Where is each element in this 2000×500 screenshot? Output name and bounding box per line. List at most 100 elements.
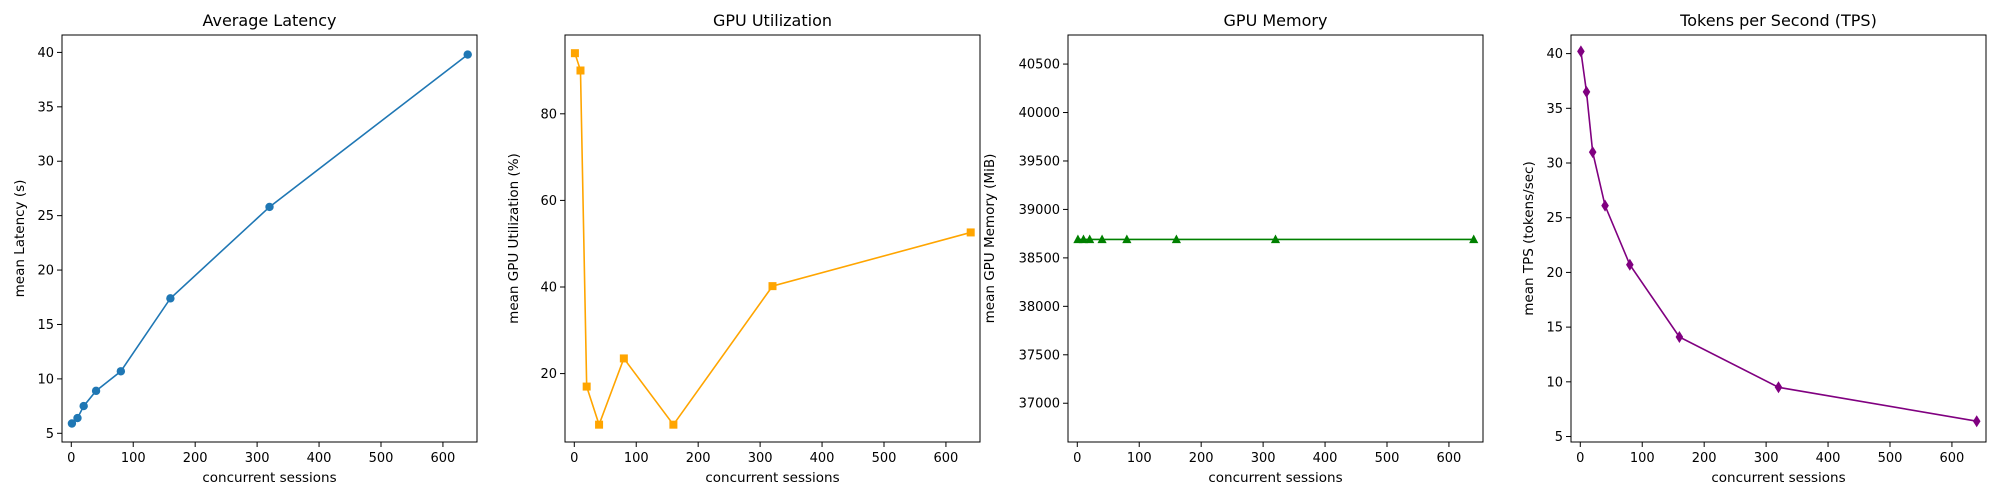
x-tick-label: 200 — [1692, 451, 1717, 466]
x-tick-label: 100 — [624, 451, 649, 466]
x-axis-label: concurrent sessions — [705, 470, 839, 486]
y-tick-label: 15 — [37, 318, 54, 333]
chart-panel-4: Tokens per Second (TPS) 0 100 200 300 400 500 6… — [1521, 11, 1987, 486]
data-point — [1097, 234, 1107, 244]
chart-title: Tokens per Second (TPS) — [1679, 11, 1877, 30]
y-tick-label: 37000 — [1019, 397, 1060, 412]
x-tick-label: 200 — [686, 451, 711, 466]
y-axis-label: mean Latency (s) — [12, 180, 28, 298]
series-line — [1580, 51, 1977, 423]
x-tick-label: 100 — [1127, 451, 1152, 466]
data-point — [1577, 45, 1585, 58]
plot-frame — [564, 34, 981, 443]
x-tick-label: 400 — [810, 451, 835, 466]
x-tick-label: 400 — [1313, 451, 1338, 466]
x-tick-label: 0 — [67, 451, 75, 466]
chart-panel-3: GPU Memory 0 100 200 300 400 500 600 37000 37500 3… — [982, 11, 1484, 486]
data-point — [265, 202, 274, 212]
y-tick-label: 39000 — [1019, 203, 1060, 218]
data-point — [595, 420, 604, 429]
x-tick-label: 500 — [369, 451, 394, 466]
data-point — [1122, 234, 1132, 244]
y-tick-label: 5 — [1555, 430, 1563, 445]
y-tick-label: 25 — [1546, 211, 1563, 226]
data-point — [1085, 234, 1095, 244]
plot-frame — [1570, 34, 1987, 443]
data-point — [669, 420, 678, 429]
x-tick-label: 300 — [748, 451, 773, 466]
y-tick-label: 20 — [540, 367, 557, 382]
data-point — [1972, 415, 1981, 428]
data-point — [1582, 85, 1591, 98]
y-axis-label: mean GPU Memory (MiB) — [982, 154, 998, 324]
data-point — [570, 49, 579, 58]
x-tick-label: 0 — [1576, 451, 1584, 466]
y-tick-label: 40 — [540, 280, 557, 295]
x-axis-label: concurrent sessions — [202, 470, 336, 486]
y-tick-label: 35 — [1546, 102, 1563, 117]
y-tick-label: 5 — [46, 427, 54, 442]
x-tick-label: 300 — [245, 451, 270, 466]
y-tick-label: 20 — [37, 264, 54, 279]
y-axis-label: mean TPS (tokens/sec) — [1521, 161, 1537, 315]
data-point — [79, 401, 88, 411]
chart-title: GPU Memory — [1224, 11, 1328, 30]
data-point — [1270, 234, 1281, 244]
y-tick-label: 38500 — [1019, 251, 1060, 266]
x-tick-label: 300 — [1251, 451, 1276, 466]
x-tick-label: 0 — [570, 451, 578, 466]
y-tick-label: 40 — [1546, 47, 1563, 62]
data-point — [166, 294, 175, 303]
y-tick-label: 38000 — [1019, 300, 1060, 315]
x-tick-label: 600 — [934, 451, 959, 466]
x-tick-label: 100 — [121, 451, 146, 466]
data-point — [67, 419, 77, 428]
y-tick-label: 40 — [37, 46, 54, 61]
x-tick-label: 300 — [1754, 451, 1779, 466]
x-tick-label: 200 — [1189, 451, 1214, 466]
x-tick-label: 0 — [1073, 451, 1081, 466]
data-point — [73, 413, 82, 423]
data-point — [1626, 258, 1634, 271]
x-tick-label: 500 — [1375, 451, 1400, 466]
x-tick-label: 600 — [1437, 451, 1462, 466]
chart-title: Average Latency — [202, 11, 336, 30]
y-tick-label: 60 — [540, 194, 557, 209]
y-tick-label: 10 — [37, 372, 54, 387]
series-line — [71, 53, 469, 425]
y-tick-label: 80 — [540, 107, 557, 122]
y-tick-label: 39500 — [1019, 154, 1060, 169]
x-tick-label: 400 — [1816, 451, 1841, 466]
data-point — [1078, 234, 1089, 244]
x-axis-label: concurrent sessions — [1711, 470, 1845, 486]
y-tick-label: 40000 — [1019, 106, 1060, 121]
x-tick-label: 500 — [1878, 451, 1903, 466]
y-tick-label: 30 — [1546, 157, 1563, 172]
chart-panel-2: GPU Utilization 0 100 200 300 400 500 600 20 40 60… — [506, 11, 981, 486]
data-point — [1588, 146, 1597, 159]
y-tick-label: 20 — [1546, 266, 1563, 281]
series-line — [574, 52, 971, 428]
data-point — [1171, 234, 1181, 244]
x-tick-label: 600 — [1940, 451, 1965, 466]
data-point — [582, 382, 591, 391]
x-axis-label: concurrent sessions — [1208, 470, 1342, 486]
data-point — [768, 282, 777, 291]
data-point — [619, 354, 628, 363]
x-tick-label: 400 — [307, 451, 332, 466]
data-point — [966, 228, 975, 237]
data-point — [91, 386, 101, 396]
chart-title: GPU Utilization — [713, 11, 832, 30]
y-tick-label: 10 — [1546, 375, 1563, 390]
data-point — [1675, 330, 1684, 343]
x-tick-label: 100 — [1630, 451, 1655, 466]
chart-panel-1: Average Latency 0 100 200 300 400 500 600 5 10 15 2… — [12, 11, 478, 486]
plot-frame — [1067, 34, 1484, 443]
data-point — [1469, 234, 1479, 244]
y-tick-label: 37500 — [1019, 348, 1060, 363]
data-point — [116, 367, 126, 376]
x-tick-label: 600 — [431, 451, 456, 466]
y-axis-label: mean GPU Utilization (%) — [506, 153, 522, 324]
y-tick-label: 25 — [37, 209, 54, 224]
